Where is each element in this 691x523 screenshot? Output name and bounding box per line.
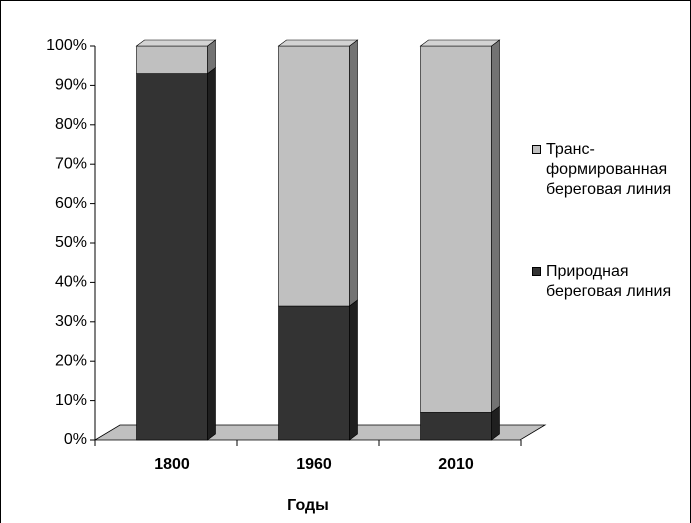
y-tick-label: 80% bbox=[55, 116, 87, 133]
legend-label: Природная береговая линия bbox=[546, 263, 672, 300]
legend-item: Транс-формированная береговая линия bbox=[532, 140, 687, 200]
legend-swatch bbox=[532, 145, 541, 154]
bar-segment bbox=[420, 45, 492, 413]
y-tick-label: 90% bbox=[55, 77, 87, 94]
bar-top bbox=[419, 39, 501, 47]
bar-side bbox=[207, 66, 216, 441]
bar-segment bbox=[136, 73, 208, 441]
x-tick-label: 2010 bbox=[438, 456, 474, 473]
y-tick-label: 50% bbox=[55, 234, 87, 251]
y-tick-label: 70% bbox=[55, 155, 87, 172]
legend-item: Природная береговая линия bbox=[532, 262, 687, 302]
y-tick-label: 20% bbox=[55, 352, 87, 369]
bar-top bbox=[277, 39, 359, 47]
bar-side bbox=[349, 39, 358, 307]
bar-segment bbox=[136, 45, 208, 74]
y-tick-label: 0% bbox=[64, 431, 87, 448]
x-tick-label: 1800 bbox=[154, 456, 190, 473]
bar-side bbox=[491, 39, 500, 414]
legend-label: Транс-формированная береговая линия bbox=[546, 141, 672, 198]
y-tick-label: 40% bbox=[55, 274, 87, 291]
bar-top bbox=[135, 39, 217, 47]
y-tick-label: 30% bbox=[55, 313, 87, 330]
x-axis-title: Годы bbox=[287, 497, 329, 514]
y-tick-label: 10% bbox=[55, 392, 87, 409]
bar-segment bbox=[278, 45, 350, 307]
bar-side bbox=[349, 299, 358, 441]
bar-segment bbox=[278, 305, 350, 441]
x-tick-label: 1960 bbox=[296, 456, 332, 473]
bar-segment bbox=[420, 412, 492, 441]
legend-swatch bbox=[532, 267, 541, 276]
y-tick-label: 60% bbox=[55, 195, 87, 212]
y-tick-label: 100% bbox=[46, 37, 87, 54]
